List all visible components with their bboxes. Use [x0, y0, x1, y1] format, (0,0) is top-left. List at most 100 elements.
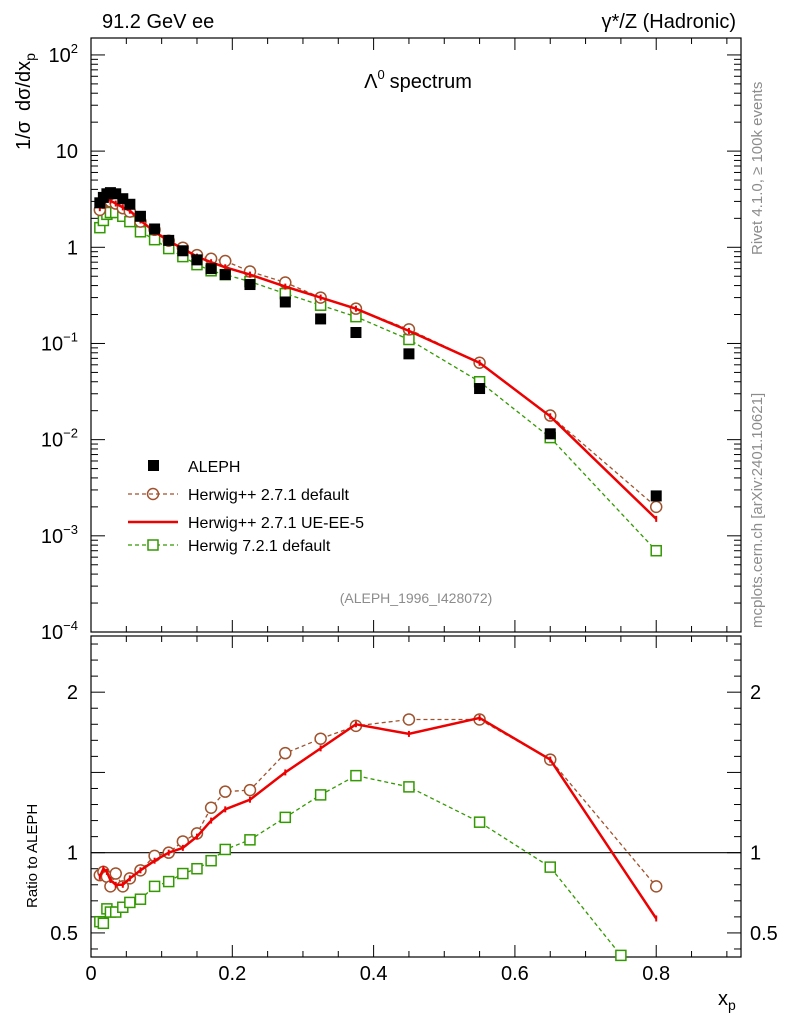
lower-point-herwigpp-default [314, 732, 327, 745]
upper-point-aleph [403, 348, 415, 360]
upper-plot-frame [90, 37, 742, 633]
x-tick-label: 0 [85, 963, 96, 985]
upper-point-aleph [177, 245, 189, 257]
lower-point-herwig7 [205, 854, 217, 867]
title-rest: spectrum [390, 71, 472, 93]
lower-point-herwig7 [124, 896, 136, 909]
lower-plot-frame [90, 635, 742, 958]
rivet-label: Rivet 4.1.0, ≥ 100k events [749, 82, 766, 255]
upper-point-aleph [117, 193, 129, 205]
upper-point-aleph [191, 254, 203, 266]
upper-ylabel-main: dσ/dx [13, 61, 35, 111]
upper-point-aleph [110, 188, 122, 200]
tick-exponent: −2 [63, 426, 78, 441]
lower-point-herwig7 [615, 949, 627, 962]
lower-y-tick-label-right: 2 [750, 682, 761, 704]
tick-base: 10 [49, 45, 71, 67]
upper-ylabel-prefix: 1/σ [13, 120, 35, 150]
lower-y-tick-label: 0.5 [50, 923, 78, 945]
tick-base: 10 [41, 430, 63, 452]
upper-y-tick-label: 10−4 [41, 618, 78, 644]
title-lambda: Λ [364, 71, 378, 93]
x-axis-label-sub: p [728, 997, 736, 1013]
upper-point-herwig7 [124, 215, 136, 228]
x-axis-label: xp [718, 988, 736, 1013]
lower-point-herwig7 [97, 917, 110, 930]
tick-exponent: −4 [63, 618, 78, 633]
analysis-annotation: (ALEPH_1996_I428072) [340, 590, 493, 606]
x-axis-label-main: x [718, 988, 728, 1010]
tick-base: 10 [41, 333, 63, 355]
plot-title: Λ0 spectrum [364, 67, 472, 93]
header-right: γ*/Z (Hadronic) [602, 11, 736, 33]
upper-point-aleph [219, 269, 231, 281]
legend-label-herwig7: Herwig 7.2.1 default [188, 538, 331, 555]
upper-point-aleph [205, 263, 217, 275]
lower-point-herwig7 [473, 816, 486, 828]
upper-point-aleph [134, 210, 146, 222]
upper-point-aleph [650, 490, 662, 502]
lower-y-tick-label-right: 1 [750, 843, 761, 865]
lower-point-herwigpp-default [243, 783, 257, 797]
upper-y-tick-label: 102 [49, 41, 78, 67]
legend: ALEPH Herwig++ 2.7.1 default Herwig++ 2.… [128, 459, 364, 555]
lower-point-herwig7 [403, 781, 415, 793]
upper-point-herwig7 [134, 226, 147, 238]
upper-point-aleph [163, 234, 175, 246]
upper-y-tick-label: 1 [67, 237, 78, 259]
upper-point-aleph [544, 428, 556, 440]
upper-point-herwig7 [403, 333, 415, 346]
x-tick-label: 0.8 [642, 963, 670, 985]
upper-y-tick-label: 10−1 [41, 329, 78, 355]
tick-base: 10 [41, 622, 63, 644]
lower-ylabel: Ratio to ALEPH [24, 804, 41, 908]
lower-y-tick-label: 2 [67, 682, 78, 704]
upper-point-herwig7 [148, 233, 161, 246]
tick-exponent: 2 [71, 41, 78, 56]
lower-point-herwigpp-default [109, 867, 122, 880]
upper-line-herwig-7-2-1-default [99, 211, 657, 552]
lower-point-herwig7 [279, 811, 292, 824]
upper-point-herwigpp-default [649, 500, 663, 514]
header-left: 91.2 GeV ee [102, 11, 214, 33]
upper-point-aleph [315, 313, 327, 325]
lower-point-herwigpp-default [402, 713, 416, 726]
lower-y-tick-label: 1 [67, 843, 78, 865]
upper-y-tick-label: 10−2 [41, 426, 78, 452]
lower-line-herwig-2-7-1-default [99, 718, 657, 889]
lower-point-herwig7 [244, 834, 256, 846]
lower-point-herwig7 [544, 861, 556, 873]
lower-point-herwig7 [134, 893, 147, 905]
upper-ylabel: 1/σ dσ/dxp [13, 53, 38, 150]
tick-exponent: −3 [63, 522, 78, 537]
lower-point-herwig7 [350, 769, 362, 782]
lower-point-herwig7 [191, 862, 203, 875]
upper-point-aleph [350, 327, 362, 339]
tick-base: 10 [56, 141, 78, 163]
lower-point-herwigpp-default [649, 880, 663, 893]
legend-marker-herwigpp-default [146, 487, 160, 501]
lower-line-herwig-2-7-1-ue-ee-5 [98, 716, 658, 920]
tick-exponent: −1 [63, 329, 78, 344]
upper-point-aleph [149, 223, 161, 235]
upper-ylabel-sub: p [22, 53, 38, 61]
upper-line-herwig-2-7-1-ue-ee-5 [98, 197, 658, 520]
x-tick-label: 0.6 [501, 963, 529, 985]
lower-point-herwig7 [314, 789, 327, 801]
x-tick-label: 0.2 [218, 963, 246, 985]
legend-marker-herwig7 [147, 539, 159, 551]
upper-y-tick-label: 10−3 [41, 522, 78, 548]
legend-label-herwigpp-ueee5: Herwig++ 2.7.1 UE-EE-5 [188, 515, 364, 532]
upper-point-aleph [244, 279, 256, 291]
lower-point-herwig7 [177, 867, 189, 880]
tick-base: 1 [67, 237, 78, 259]
lower-point-herwigpp-default [218, 785, 232, 798]
lower-point-herwigpp-default [204, 801, 218, 814]
upper-point-aleph [474, 383, 486, 395]
upper-point-herwig7 [650, 544, 662, 557]
title-superscript: 0 [377, 67, 384, 82]
legend-marker-aleph [148, 460, 159, 471]
x-tick-label: 0.4 [360, 963, 388, 985]
